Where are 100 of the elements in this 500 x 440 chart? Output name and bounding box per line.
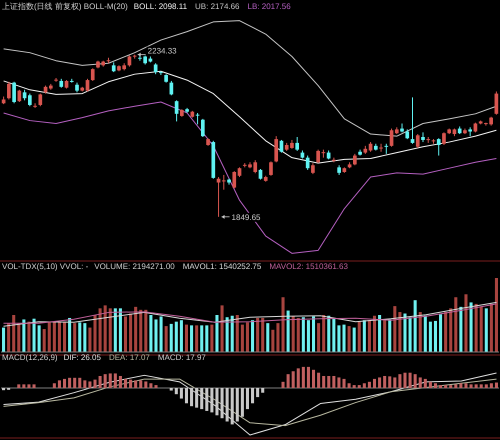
bar bbox=[200, 388, 204, 410]
bar bbox=[393, 306, 396, 352]
text: DEA: 17.07 bbox=[108, 353, 150, 362]
bar bbox=[62, 322, 66, 352]
bar bbox=[454, 384, 458, 388]
bar bbox=[108, 373, 112, 388]
bar bbox=[42, 329, 46, 352]
bar bbox=[83, 323, 86, 352]
bar bbox=[200, 325, 204, 352]
bar bbox=[292, 316, 295, 352]
bar bbox=[174, 388, 178, 394]
bar bbox=[251, 320, 254, 352]
bar bbox=[292, 371, 295, 388]
bar bbox=[352, 385, 356, 388]
bar bbox=[434, 383, 438, 388]
bar bbox=[22, 384, 26, 388]
text: VOLUME: 2194271.00 bbox=[94, 262, 176, 271]
bar bbox=[164, 326, 168, 352]
bar bbox=[256, 388, 260, 398]
bar bbox=[494, 278, 498, 352]
bar bbox=[286, 310, 290, 352]
bar bbox=[414, 300, 417, 352]
bar bbox=[139, 310, 142, 352]
bar bbox=[52, 383, 56, 388]
bar bbox=[62, 378, 66, 388]
bar bbox=[83, 380, 86, 388]
text: MACD: 17.97 bbox=[158, 353, 206, 362]
bar bbox=[470, 384, 473, 388]
bar bbox=[184, 324, 188, 352]
bar bbox=[424, 378, 427, 388]
chart-title: 上证指数(日线 前复权) BOLL-M(20) bbox=[2, 2, 128, 11]
bar bbox=[190, 325, 194, 352]
bar bbox=[139, 380, 142, 388]
bar bbox=[332, 376, 336, 388]
bar bbox=[98, 308, 102, 352]
bar bbox=[251, 388, 254, 404]
bar bbox=[129, 380, 132, 388]
bar bbox=[282, 382, 285, 388]
bar bbox=[474, 384, 478, 388]
bar bbox=[378, 315, 382, 352]
bar bbox=[372, 378, 376, 388]
chart-title: VOL-TDX(5,10) VVOL: - bbox=[2, 262, 89, 271]
bar bbox=[358, 322, 361, 352]
bar bbox=[306, 320, 310, 352]
annotation: 2234.33 bbox=[148, 46, 178, 56]
text: MAVOL2: 1510361.63 bbox=[269, 262, 348, 271]
bar bbox=[398, 312, 402, 352]
bar bbox=[408, 372, 412, 388]
bar bbox=[93, 380, 97, 388]
bar bbox=[220, 388, 224, 418]
bar bbox=[118, 308, 122, 352]
bar bbox=[383, 376, 386, 388]
bar bbox=[246, 388, 249, 410]
bar bbox=[27, 322, 30, 352]
bar bbox=[108, 308, 112, 352]
bar bbox=[58, 322, 61, 352]
bar bbox=[449, 385, 452, 388]
bar bbox=[220, 305, 224, 352]
bar bbox=[358, 385, 361, 388]
bar bbox=[490, 383, 493, 388]
bar bbox=[93, 315, 97, 352]
bar bbox=[170, 324, 173, 352]
bar bbox=[398, 374, 402, 388]
bar bbox=[7, 323, 10, 352]
bar bbox=[296, 318, 300, 352]
bar bbox=[332, 318, 336, 352]
bar bbox=[256, 318, 260, 352]
annotation: 1849.65 bbox=[232, 212, 262, 222]
bar bbox=[464, 383, 468, 388]
bar bbox=[236, 315, 239, 352]
bar bbox=[362, 320, 366, 352]
bar bbox=[414, 374, 417, 388]
bar bbox=[368, 320, 371, 352]
bar bbox=[388, 319, 392, 352]
bar bbox=[149, 383, 152, 388]
bar bbox=[474, 304, 478, 352]
bar bbox=[17, 384, 20, 388]
bar bbox=[459, 306, 462, 352]
bar bbox=[205, 325, 208, 352]
bar bbox=[408, 317, 412, 352]
bar bbox=[261, 388, 264, 393]
bar bbox=[210, 324, 214, 352]
bar bbox=[266, 323, 270, 352]
bar bbox=[68, 318, 72, 352]
bar bbox=[236, 388, 239, 422]
bar bbox=[73, 378, 76, 388]
bar bbox=[184, 388, 188, 404]
bar bbox=[276, 323, 280, 352]
bar bbox=[296, 368, 300, 388]
bar bbox=[480, 306, 483, 352]
bar bbox=[114, 308, 117, 352]
text: BOLL: 2098.11 bbox=[134, 2, 188, 11]
bar bbox=[230, 388, 234, 424]
bar bbox=[372, 316, 376, 352]
bar bbox=[170, 388, 173, 391]
bar bbox=[306, 366, 310, 388]
bar bbox=[240, 388, 244, 417]
bar bbox=[73, 323, 76, 352]
bar bbox=[378, 377, 382, 388]
bar bbox=[195, 325, 198, 352]
